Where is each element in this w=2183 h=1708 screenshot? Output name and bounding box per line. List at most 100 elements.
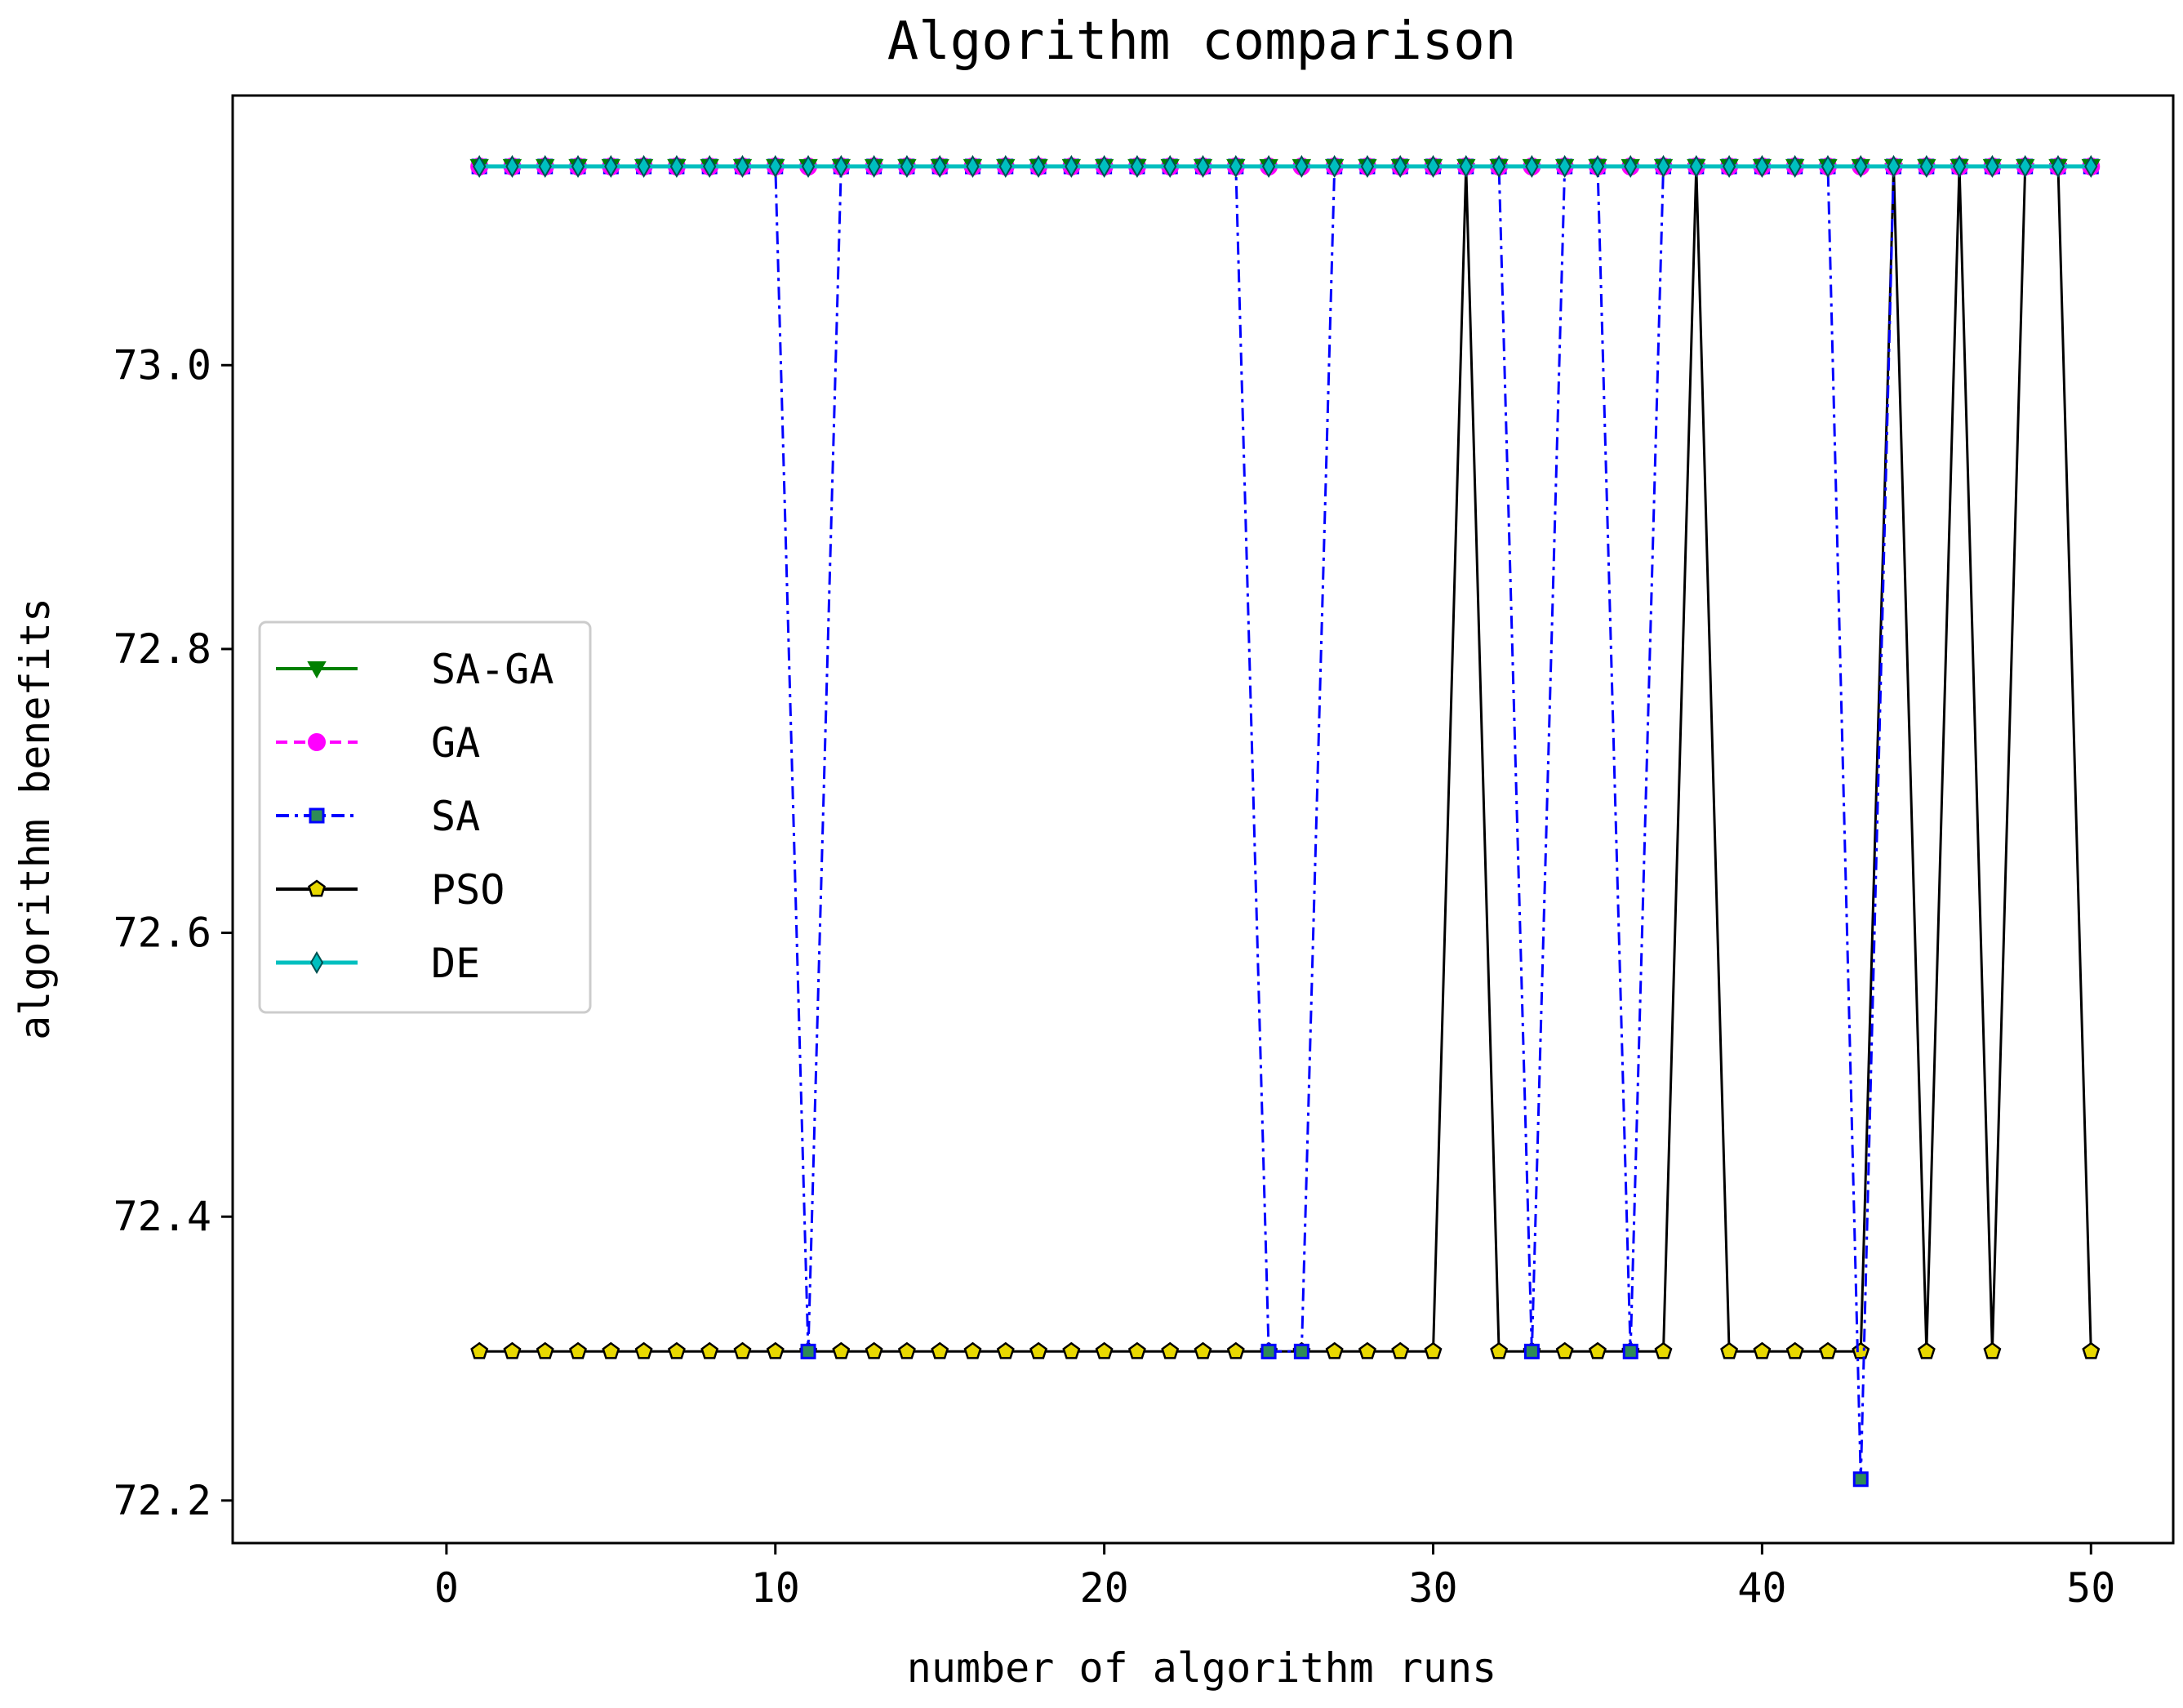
data-point-de <box>1031 154 1046 178</box>
data-point-de <box>1755 154 1769 178</box>
data-point-pso <box>667 1341 686 1359</box>
data-point-pso <box>1127 1341 1146 1359</box>
data-point-sa <box>1622 1343 1638 1359</box>
y-tick-label: 72.6 <box>113 910 211 957</box>
data-point-de <box>1065 154 1078 178</box>
data-point-pso <box>1325 1341 1344 1359</box>
y-tick-label: 72.4 <box>113 1193 211 1240</box>
legend-marker-pso <box>308 879 326 897</box>
data-point-de <box>966 154 980 178</box>
legend-label-pso: PSO <box>431 866 505 914</box>
data-point-de <box>1624 154 1638 178</box>
data-point-pso <box>1029 1341 1048 1359</box>
data-point-sa <box>1293 1343 1309 1359</box>
data-point-sa <box>1523 1343 1540 1359</box>
data-point-de <box>2018 154 2032 178</box>
data-point-de <box>669 154 684 178</box>
data-point-pso <box>832 1341 851 1359</box>
data-point-de <box>1722 154 1736 178</box>
data-point-sa <box>800 1343 816 1359</box>
legend-item-ga: GA <box>276 719 480 767</box>
legend-label-sa: SA <box>431 793 480 840</box>
data-point-de <box>1229 154 1243 178</box>
data-point-de <box>801 154 816 178</box>
data-point-pso <box>503 1341 522 1359</box>
data-point-pso <box>963 1341 982 1359</box>
data-point-pso <box>700 1341 719 1359</box>
data-point-de <box>1952 154 1967 178</box>
data-point-sa <box>1260 1343 1277 1359</box>
series-de <box>473 154 2098 178</box>
data-point-de <box>1558 154 1572 178</box>
data-point-de <box>834 154 848 178</box>
data-point-pso <box>1983 1341 2002 1359</box>
data-point-pso <box>1226 1341 1245 1359</box>
data-point-de <box>1459 154 1473 178</box>
data-point-de <box>571 154 585 178</box>
data-point-pso <box>1194 1341 1212 1359</box>
legend-label-de: DE <box>431 940 480 987</box>
data-point-de <box>2084 154 2098 178</box>
x-tick-label: 40 <box>1737 1564 1786 1612</box>
legend-label-ga: GA <box>431 719 480 767</box>
data-point-pso <box>1490 1341 1509 1359</box>
x-axis-label: number of algorithm runs <box>907 1644 1496 1692</box>
axis-ticks: 0 10 20 30 40 50 72.2 72.4 72.6 72.8 73.0 <box>113 341 2116 1612</box>
data-point-pso <box>1358 1341 1376 1359</box>
data-point-de <box>736 154 749 178</box>
data-point-de <box>1492 154 1506 178</box>
legend-item-sa: SA <box>276 793 480 840</box>
data-point-pso <box>996 1341 1015 1359</box>
y-tick-label: 73.0 <box>113 341 211 389</box>
data-point-pso <box>1819 1341 1837 1359</box>
data-point-de <box>1854 154 1868 178</box>
data-point-de <box>2051 154 2065 178</box>
data-point-de <box>1788 154 1802 178</box>
data-point-de <box>1426 154 1440 178</box>
data-point-de <box>1295 154 1309 178</box>
data-point-pso <box>1062 1341 1081 1359</box>
data-point-de <box>867 154 881 178</box>
plot-frame <box>231 94 2175 1545</box>
data-point-pso <box>1095 1341 1114 1359</box>
data-point-de <box>604 154 618 178</box>
data-point-de <box>900 154 914 178</box>
data-point-pso <box>1161 1341 1180 1359</box>
legend-item-pso: PSO <box>276 866 505 914</box>
data-point-de <box>998 154 1012 178</box>
data-point-pso <box>766 1341 785 1359</box>
data-point-pso <box>865 1341 883 1359</box>
y-tick-label: 72.2 <box>113 1477 211 1524</box>
plot-area <box>469 154 2101 1488</box>
data-point-pso <box>733 1341 752 1359</box>
data-point-de <box>1985 154 1999 178</box>
data-point-de <box>637 154 651 178</box>
data-point-de <box>538 154 552 178</box>
x-tick-label: 10 <box>751 1564 800 1612</box>
data-point-de <box>933 154 947 178</box>
data-point-de <box>1656 154 1670 178</box>
data-point-de <box>1590 154 1605 178</box>
data-point-de <box>768 154 782 178</box>
data-point-pso <box>1555 1341 1574 1359</box>
legend-item-sa-ga: SA-GA <box>276 646 554 693</box>
data-point-pso <box>1424 1341 1443 1359</box>
legend-marker-sa-ga <box>307 661 327 679</box>
y-tick-label: 72.8 <box>113 625 211 673</box>
data-point-pso <box>1917 1341 1936 1359</box>
data-point-pso <box>897 1341 916 1359</box>
data-point-de <box>1821 154 1835 178</box>
data-point-de <box>1196 154 1210 178</box>
legend: SA-GA GA SA PSO DE <box>258 620 592 1014</box>
data-point-pso <box>2082 1341 2101 1359</box>
data-point-de <box>1919 154 1933 178</box>
data-point-de <box>1327 154 1341 178</box>
data-point-de <box>1360 154 1375 178</box>
chart-title: Algorithm comparison <box>887 11 1517 72</box>
legend-label-sa-ga: SA-GA <box>431 646 554 693</box>
x-tick-label: 20 <box>1080 1564 1129 1612</box>
data-point-de <box>1261 154 1276 178</box>
data-point-pso <box>1588 1341 1607 1359</box>
data-point-de <box>1163 154 1177 178</box>
